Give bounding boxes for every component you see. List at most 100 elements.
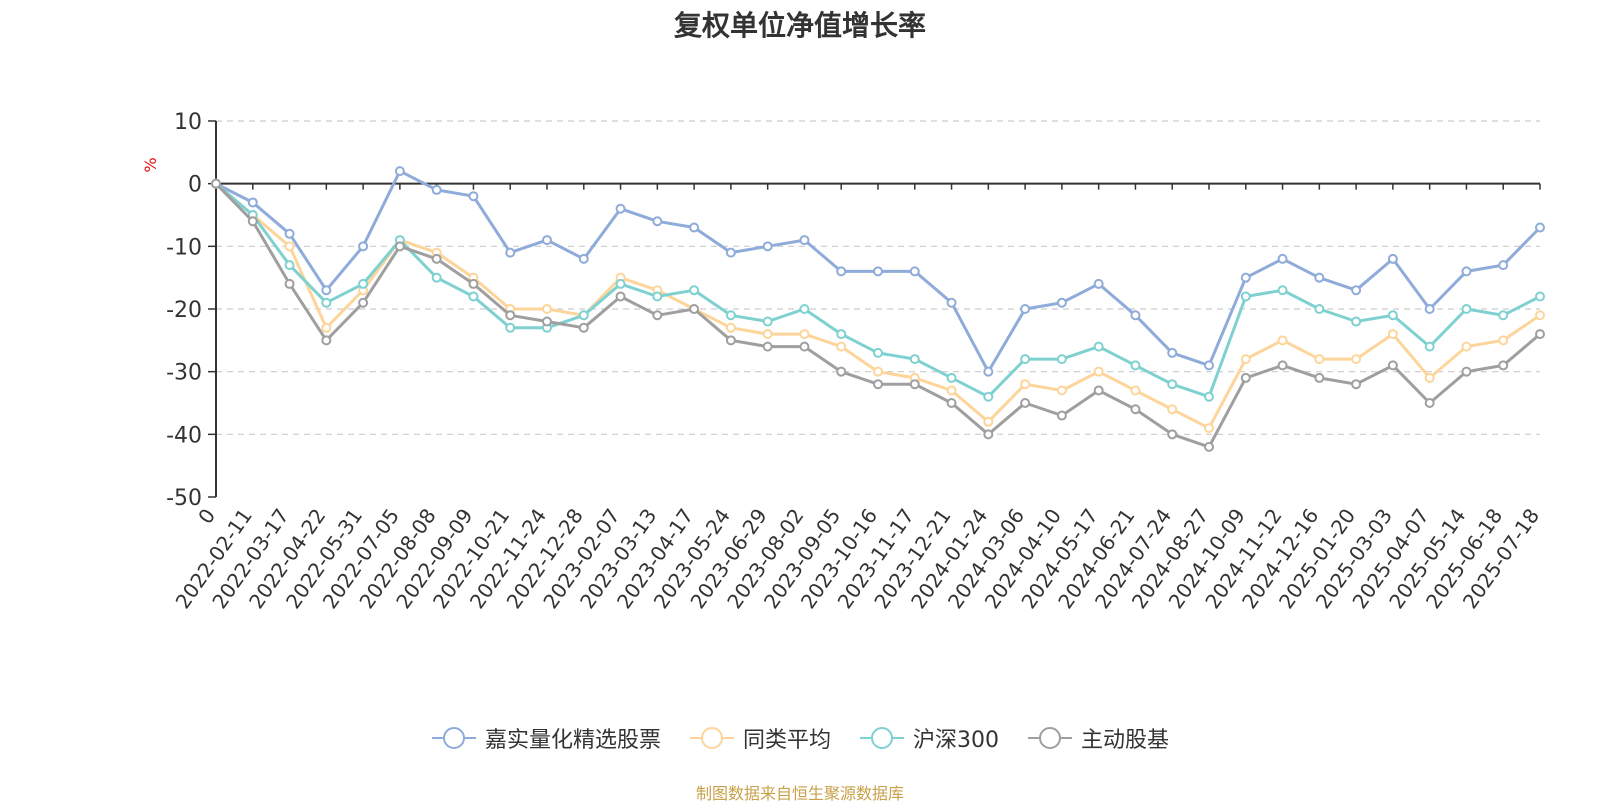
legend-item[interactable]: 沪深300 (859, 722, 999, 754)
data-point (468, 191, 479, 202)
data-point (615, 278, 626, 289)
legend-item[interactable]: 主动股基 (1027, 722, 1169, 754)
data-point (1130, 360, 1141, 371)
data-point (762, 329, 773, 340)
data-point (762, 341, 773, 352)
data-point (284, 260, 295, 271)
data-point (1093, 366, 1104, 377)
data-point (1020, 379, 1031, 390)
data-point (1277, 360, 1288, 371)
data-point (1498, 360, 1509, 371)
data-point (1277, 253, 1288, 264)
data-point (431, 272, 442, 283)
legend-marker-icon (1028, 727, 1072, 749)
data-point (1277, 335, 1288, 346)
y-tick-label: 10 (174, 110, 202, 135)
data-point (725, 322, 736, 333)
data-point (578, 310, 589, 321)
data-point (983, 366, 994, 377)
data-point (725, 310, 736, 321)
data-point (946, 385, 957, 396)
data-point (1093, 385, 1104, 396)
data-point (1461, 266, 1472, 277)
data-point (1020, 304, 1031, 314)
series-line-2 (215, 182, 1541, 399)
data-point (1020, 398, 1031, 408)
legend-item[interactable]: 同类平均 (689, 722, 831, 754)
data-point (1387, 253, 1398, 264)
data-point (542, 304, 552, 314)
data-point (1424, 304, 1435, 314)
data-point (1240, 372, 1251, 383)
data-point (983, 391, 994, 402)
data-point (652, 291, 663, 302)
data-point (431, 184, 442, 195)
data-point (873, 379, 883, 390)
data-point (909, 379, 920, 390)
data-point (1387, 310, 1398, 321)
data-point (1130, 385, 1141, 396)
data-point (1167, 429, 1178, 440)
data-point (1535, 222, 1545, 233)
data-point (725, 247, 736, 258)
data-point (983, 429, 994, 440)
data-point (1424, 372, 1435, 383)
data-point (1351, 285, 1362, 296)
data-point (284, 228, 295, 239)
data-point (1351, 354, 1362, 365)
data-point (873, 347, 883, 358)
data-point (247, 197, 258, 208)
data-point (946, 398, 957, 408)
data-point (321, 335, 332, 346)
data-point (542, 316, 552, 327)
data-point (1424, 341, 1435, 352)
data-point (1093, 278, 1104, 289)
legend-label: 主动股基 (1081, 728, 1170, 753)
data-point (762, 316, 773, 327)
data-point (873, 366, 883, 377)
data-point (1461, 341, 1472, 352)
source-note: 制图数据来自恒生聚源数据库 (695, 784, 904, 803)
x-tick-label: 0 (193, 504, 220, 528)
data-point (1130, 310, 1141, 321)
data-point (1240, 291, 1251, 302)
data-point (505, 247, 516, 258)
y-tick-label: -30 (166, 361, 202, 386)
data-point (1130, 404, 1141, 415)
data-point (946, 372, 957, 383)
series-layer (211, 166, 1545, 452)
data-point (1498, 335, 1509, 346)
data-point (873, 266, 883, 277)
data-point (358, 278, 369, 289)
data-point (1498, 310, 1509, 321)
data-point (1240, 272, 1251, 283)
data-point (1314, 304, 1325, 314)
data-point (1535, 291, 1545, 302)
y-tick-label: -50 (166, 486, 202, 511)
data-point (1240, 354, 1251, 365)
legend-item[interactable]: 嘉实量化精选股票 (431, 722, 661, 754)
data-point (578, 322, 589, 333)
data-point (909, 354, 920, 365)
data-point (321, 322, 332, 333)
data-point (725, 335, 736, 346)
data-point (505, 322, 516, 333)
data-point (1498, 260, 1509, 271)
legend-label: 沪深300 (913, 728, 999, 753)
chart-title: 复权单位净值增长率 (673, 9, 926, 42)
series-line-1 (215, 182, 1541, 430)
data-point (1424, 398, 1435, 408)
data-point (468, 278, 479, 289)
data-point (1535, 329, 1545, 340)
data-point (1351, 316, 1362, 327)
data-point (1387, 329, 1398, 340)
data-point (394, 241, 405, 252)
data-point (1056, 410, 1067, 421)
axis-layer: 100-10-20-30-40-5002022-02-112022-03-172… (166, 110, 1544, 613)
data-point (1204, 391, 1214, 402)
y-tick-label: -10 (166, 235, 202, 260)
data-point (578, 253, 589, 264)
data-point (836, 366, 847, 377)
data-point (1314, 372, 1325, 383)
data-point (321, 285, 332, 296)
